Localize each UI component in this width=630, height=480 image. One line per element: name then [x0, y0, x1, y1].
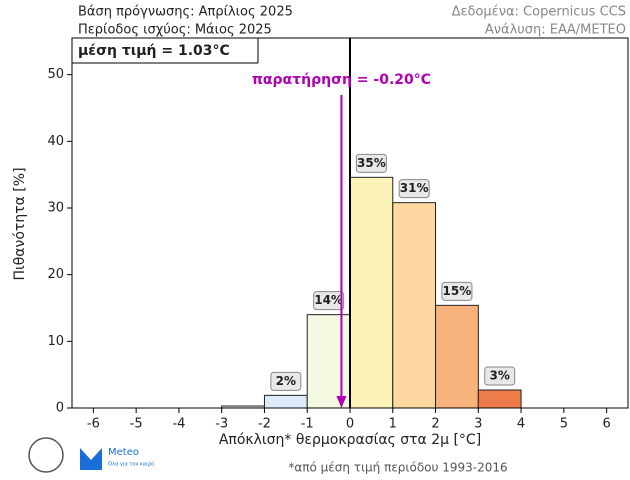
value-label: 3% [490, 369, 510, 383]
x-tick-label: 4 [517, 417, 525, 432]
bar [263, 394, 308, 409]
x-tick-label: 3 [474, 417, 482, 432]
x-tick-label: -6 [87, 417, 100, 432]
value-label-box [313, 291, 345, 311]
logo-tagline: Όλα για τον καιρό [107, 461, 154, 468]
value-label: 35% [357, 156, 386, 170]
x-tick-label: -3 [215, 417, 228, 432]
value-label-box [355, 153, 387, 173]
value-label: 31% [400, 181, 429, 195]
logo-name: Meteo [108, 447, 139, 458]
x-axis-label: Απόκλιση* θερμοκρασίας στα 2μ [°C] [219, 432, 481, 448]
x-tick-label: 1 [389, 417, 397, 432]
value-label-box [441, 281, 473, 301]
y-tick-label: 40 [47, 134, 64, 149]
bar [435, 304, 479, 409]
x-tick-label: -1 [301, 417, 314, 432]
x-tick-label: 2 [431, 417, 439, 432]
bar [477, 389, 522, 409]
value-label-box [484, 366, 516, 386]
footnote: *από μέση τιμή περιόδου 1993-2016 [288, 461, 507, 475]
emblem [28, 437, 64, 473]
y-tick-label: 0 [56, 401, 64, 416]
bar [392, 202, 437, 409]
frame [71, 37, 629, 409]
value-label: 2% [276, 374, 296, 388]
bar [306, 314, 351, 409]
x-tick-label: -5 [130, 417, 143, 432]
x-tick-label: -2 [258, 417, 271, 432]
mean-label: μέση τιμή = 1.03°C [78, 43, 230, 59]
value-label-box [270, 371, 302, 391]
header-left: Περίοδος ισχύος: Μάιος 2025 [78, 23, 272, 38]
value-label: 15% [443, 284, 472, 298]
y-tick-label: 20 [47, 267, 64, 282]
logo-mark [80, 448, 102, 470]
header-right: Δεδομένα: Copernicus CCS [452, 5, 626, 20]
x-tick-label: 6 [602, 417, 610, 432]
x-tick-label: 0 [346, 417, 354, 432]
y-axis-label: Πιθανότητα [%] [12, 167, 28, 280]
bar [349, 176, 394, 409]
x-tick-label: 5 [560, 417, 568, 432]
x-tick-label: -4 [172, 417, 185, 432]
observation-label: παρατήρηση = -0.20°C [252, 72, 431, 88]
observation-arrowhead [336, 396, 347, 408]
header-right: Ανάλυση: ΕΑΑ/METEO [485, 23, 626, 38]
y-tick-label: 30 [47, 201, 64, 216]
y-tick-label: 50 [47, 67, 64, 82]
header-left: Βάση πρόγνωσης: Απρίλιος 2025 [78, 5, 293, 20]
value-label: 14% [314, 293, 343, 307]
y-tick-label: 10 [47, 334, 64, 349]
value-label-box [398, 179, 430, 199]
